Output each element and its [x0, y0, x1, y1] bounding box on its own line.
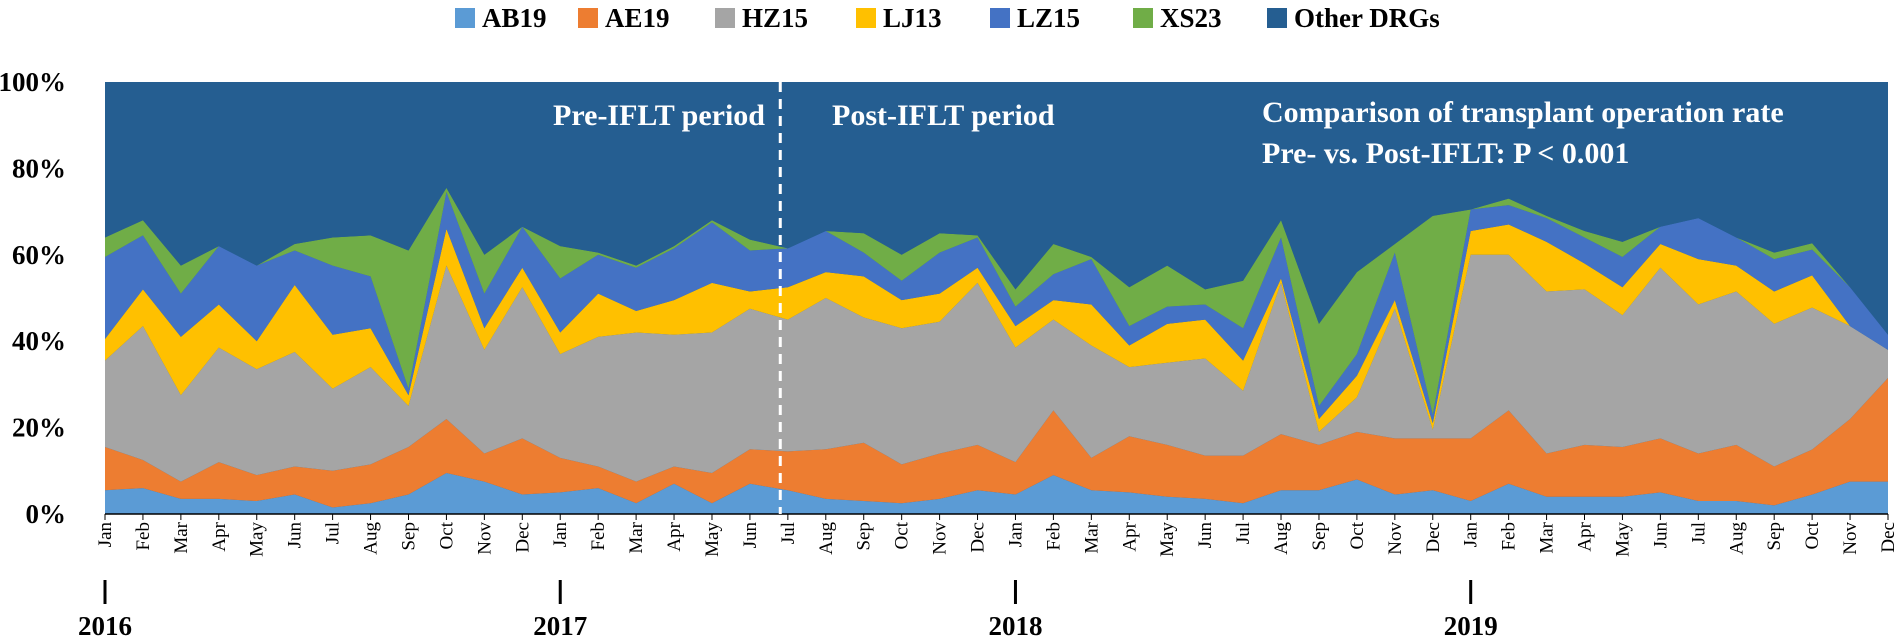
- area-hz15: [105, 254, 1888, 482]
- area-ae19: [105, 377, 1888, 508]
- x-tick-label: Mar: [171, 521, 192, 553]
- year-label: 2019: [1444, 611, 1498, 639]
- x-tick-label: Jan: [1461, 522, 1482, 548]
- x-tick-label: Sep: [1764, 522, 1785, 551]
- x-tick-label: Aug: [1271, 522, 1292, 555]
- x-tick-label: Jul: [1233, 522, 1254, 544]
- year-label: 2018: [988, 611, 1042, 639]
- x-tick-label: Mar: [1537, 521, 1558, 553]
- x-tick-label: Jun: [1195, 522, 1216, 549]
- legend-label-ae19: AE19: [605, 3, 670, 33]
- legend-swatch-hz15: [715, 8, 735, 28]
- x-tick-label: Mar: [1081, 521, 1102, 553]
- legend-label-hz15: HZ15: [742, 3, 808, 33]
- pre-period-label: Pre-IFLT period: [553, 99, 765, 132]
- comparison-text-line: Comparison of transplant operation rate: [1262, 96, 1784, 129]
- x-tick-label: Apr: [664, 521, 685, 551]
- x-tick-label: Apr: [209, 521, 230, 551]
- area-lj13: [105, 224, 1888, 432]
- y-tick-label: 100%: [0, 67, 66, 97]
- x-tick-label: Oct: [892, 521, 913, 549]
- x-tick-label: Dec: [1878, 522, 1899, 553]
- x-tick-label: Oct: [1802, 521, 1823, 549]
- x-tick-label: May: [1157, 522, 1178, 557]
- x-tick-label: Oct: [1347, 521, 1368, 549]
- x-tick-label: Aug: [361, 522, 382, 555]
- x-tick-label: Feb: [1043, 522, 1064, 551]
- y-tick-label: 40%: [12, 326, 66, 356]
- x-tick-label: Dec: [968, 522, 989, 553]
- x-tick-label: May: [247, 522, 268, 557]
- area-series-group: [105, 82, 1888, 514]
- x-tick-label: Jan: [1005, 522, 1026, 548]
- x-tick-label: Nov: [474, 522, 495, 555]
- x-tick-label: Apr: [1575, 521, 1596, 551]
- post-period-label: Post-IFLT period: [832, 99, 1055, 132]
- legend-swatch-other-drgs: [1267, 8, 1287, 28]
- legend-swatch-ab19: [455, 8, 475, 28]
- legend-label-lj13: LJ13: [883, 3, 942, 33]
- year-label: 2016: [78, 611, 132, 639]
- year-label: 2017: [533, 611, 587, 639]
- x-tick-label: Mar: [626, 521, 647, 553]
- x-tick-label: May: [702, 522, 723, 557]
- x-tick-label: Apr: [1119, 521, 1140, 551]
- legend-label-other-drgs: Other DRGs: [1294, 3, 1440, 33]
- legend-label-ab19: AB19: [482, 3, 547, 33]
- comparison-text-line: Pre- vs. Post-IFLT: P < 0.001: [1262, 137, 1629, 170]
- x-tick-label: Jul: [1688, 522, 1709, 544]
- x-tick-label: Sep: [398, 522, 419, 551]
- x-tick-label: Sep: [854, 522, 875, 551]
- legend-label-lz15: LZ15: [1017, 3, 1080, 33]
- x-tick-label: Dec: [512, 522, 533, 553]
- x-tick-label: Jan: [550, 522, 571, 548]
- x-tick-label: May: [1612, 522, 1633, 557]
- x-tick-label: Nov: [930, 522, 951, 555]
- x-axis: Jan Feb Mar Apr May Jun Jul Aug Sep Oct Nov Dec Jan F…: [78, 513, 1899, 639]
- legend-swatch-lz15: [990, 8, 1010, 28]
- legend-swatch-lj13: [856, 8, 876, 28]
- area-lz15: [105, 192, 1888, 424]
- legend-swatch-xs23: [1133, 8, 1153, 28]
- x-tick-label: Dec: [1423, 522, 1444, 553]
- x-tick-label: Jul: [323, 522, 344, 544]
- x-tick-label: Jan: [95, 522, 116, 548]
- legend-label-xs23: XS23: [1160, 3, 1222, 33]
- x-tick-label: Jun: [1650, 522, 1671, 549]
- x-tick-label: Sep: [1309, 522, 1330, 551]
- x-tick-label: Feb: [588, 522, 609, 551]
- x-tick-label: Oct: [436, 521, 457, 549]
- x-tick-label: Feb: [133, 522, 154, 551]
- x-tick-label: Jun: [285, 522, 306, 549]
- legend-swatch-ae19: [578, 8, 598, 28]
- y-tick-label: 0%: [26, 499, 67, 529]
- annotations: Pre-IFLT period Post-IFLT period Compariso…: [553, 82, 1784, 514]
- area-xs23: [105, 187, 1888, 415]
- x-tick-label: Nov: [1840, 522, 1861, 555]
- y-tick-label: 20%: [12, 413, 66, 443]
- y-tick-label: 80%: [12, 153, 66, 183]
- y-axis: 0% 20% 40% 60% 80% 100%: [0, 67, 66, 529]
- y-tick-label: 60%: [12, 240, 66, 270]
- x-tick-label: Jul: [778, 522, 799, 544]
- legend: AB19 AE19 HZ15 LJ13 LZ15 XS23 Other DRGs: [455, 3, 1440, 33]
- area-ab19: [105, 472, 1888, 514]
- area-other-drgs: [105, 82, 1888, 335]
- x-tick-label: Nov: [1385, 522, 1406, 555]
- x-tick-label: Aug: [816, 522, 837, 555]
- x-tick-label: Aug: [1726, 522, 1747, 555]
- x-tick-label: Jun: [740, 522, 761, 549]
- x-tick-label: Feb: [1499, 522, 1520, 551]
